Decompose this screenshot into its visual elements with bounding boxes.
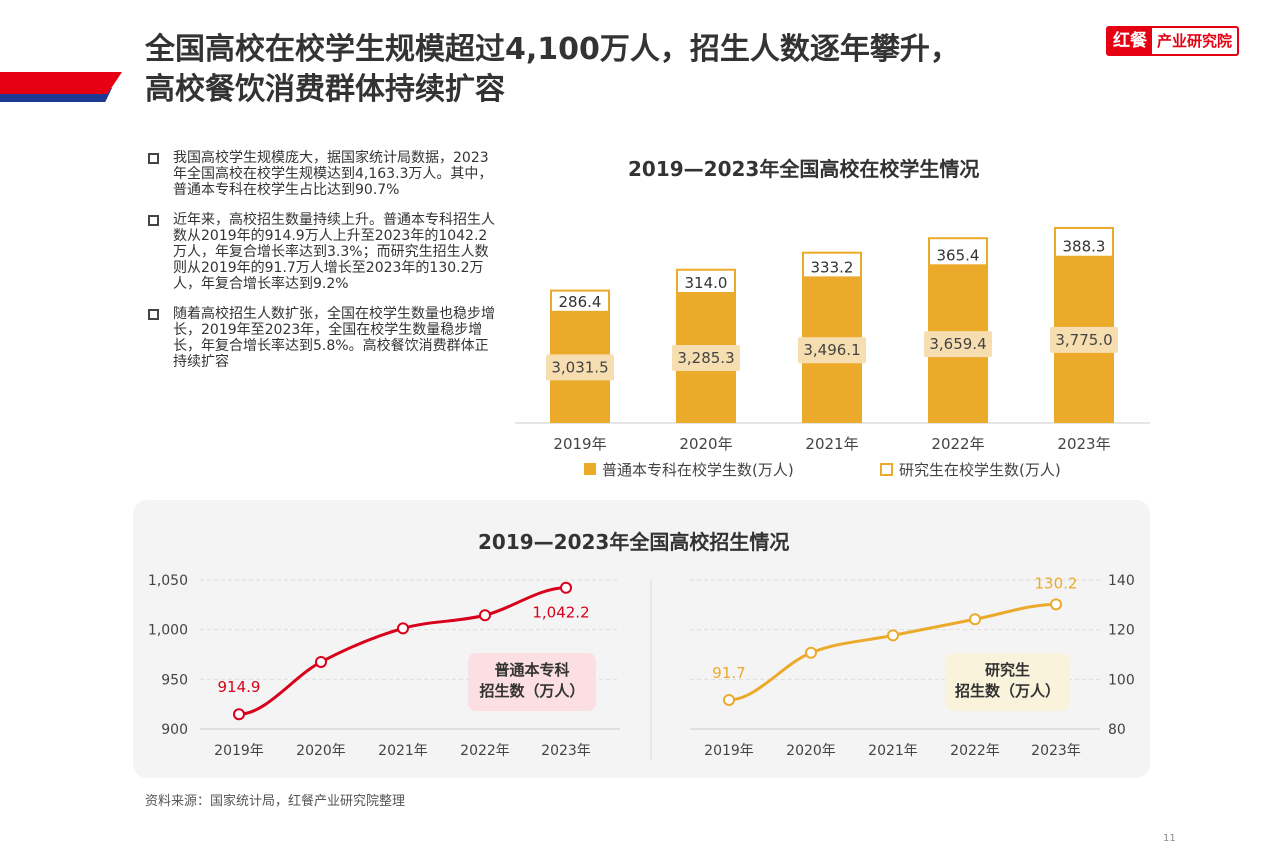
page-title: 全国高校在校学生规模超过4,100万人，招生人数逐年攀升， 高校餐饮消费群体持续扩… <box>145 30 960 110</box>
title-line-1: 全国高校在校学生规模超过4,100万人，招生人数逐年攀升， <box>145 32 960 67</box>
data-label-bg <box>672 345 740 372</box>
data-point <box>1050 598 1062 611</box>
series-badge-label: 招生数（万人） <box>955 682 1060 700</box>
x-tick-label: 2020年 <box>679 435 732 453</box>
data-label-undergrad: 3,285.3 <box>677 349 734 367</box>
data-label-undergrad: 3,775.0 <box>1055 331 1112 349</box>
series-badge-label: 研究生 <box>985 661 1030 679</box>
x-tick-label: 2021年 <box>868 743 918 759</box>
bullet-text: 随着高校招生人数扩张，全国在校学生数量也稳步增长，2019年至2023年，全国在… <box>173 306 495 370</box>
data-point <box>723 693 735 706</box>
data-point <box>233 708 245 721</box>
line-chart-panel <box>133 500 1150 778</box>
data-label-bg <box>1050 326 1118 353</box>
data-point <box>887 629 899 642</box>
x-tick-label: 2021年 <box>805 435 858 453</box>
x-tick-label: 2023年 <box>541 743 591 759</box>
y-tick-label: 140 <box>1108 573 1135 589</box>
legend-label-postgrad: 研究生在校学生数(万人) <box>899 461 1061 479</box>
data-label-last: 130.2 <box>1035 574 1078 592</box>
series-badge-label: 招生数（万人） <box>479 682 584 700</box>
bar-segment-postgrad <box>802 251 862 279</box>
y-tick-label: 120 <box>1108 623 1135 639</box>
bullet-item: 近年来，高校招生数量持续上升。普通本专科招生人数从2019年的914.9万人上升… <box>148 212 498 292</box>
data-label-undergrad: 3,031.5 <box>551 358 608 376</box>
bullet-text: 我国高校学生规模庞大，据国家统计局数据，2023年全国高校在校学生规模达到4,1… <box>173 150 493 198</box>
bar-segment-postgrad <box>1054 226 1114 258</box>
x-tick-label: 2022年 <box>950 743 1000 759</box>
data-label-first: 91.7 <box>712 664 745 682</box>
x-tick-label: 2020年 <box>786 743 836 759</box>
x-tick-label: 2021年 <box>378 743 428 759</box>
decor-stripe-red <box>0 72 122 94</box>
bar-segment-postgrad <box>676 268 736 295</box>
source-note: 资料来源：国家统计局，红餐产业研究院整理 <box>145 794 406 809</box>
bullet-item: 随着高校招生人数扩张，全国在校学生数量也稳步增长，2019年至2023年，全国在… <box>148 306 498 370</box>
data-point <box>397 622 409 635</box>
data-label-postgrad: 286.4 <box>559 293 602 311</box>
legend-label-undergrad: 普通本专科在校学生数(万人) <box>602 461 794 479</box>
data-label-postgrad: 314.0 <box>685 274 728 292</box>
x-tick-label: 2019年 <box>704 743 754 759</box>
data-point <box>560 581 572 594</box>
title-line-2: 高校餐饮消费群体持续扩容 <box>145 72 505 107</box>
page-number: 11 <box>1163 833 1176 844</box>
x-tick-label: 2022年 <box>931 435 984 453</box>
bar-segment-postgrad <box>550 289 610 313</box>
bullet-item: 我国高校学生规模庞大，据国家统计局数据，2023年全国高校在校学生规模达到4,1… <box>148 150 498 198</box>
data-label-postgrad: 388.3 <box>1063 238 1106 256</box>
square-bullet-icon <box>148 153 159 164</box>
data-label-bg <box>924 331 992 358</box>
legend-swatch-postgrad <box>880 463 893 476</box>
data-point <box>969 613 981 626</box>
series-badge-label: 普通本专科 <box>494 661 569 679</box>
data-point <box>315 655 327 668</box>
square-bullet-icon <box>148 215 159 226</box>
x-tick-label: 2023年 <box>1031 743 1081 759</box>
logo-left: 红餐 <box>1108 28 1152 54</box>
y-tick-label: 100 <box>1108 672 1135 688</box>
logo-right: 产业研究院 <box>1157 32 1233 50</box>
y-tick-label: 950 <box>161 672 188 688</box>
bullet-list: 我国高校学生规模庞大，据国家统计局数据，2023年全国高校在校学生规模达到4,1… <box>148 150 498 384</box>
data-label-first: 914.9 <box>218 678 261 696</box>
x-tick-label: 2019年 <box>553 435 606 453</box>
bar-chart: 286.4 3,031.5 2019年 314.0 3,285.3 2020年 333.2 3… <box>515 226 1150 479</box>
data-point <box>479 609 491 622</box>
legend-swatch-undergrad <box>584 463 596 475</box>
data-label-bg <box>546 354 614 381</box>
data-label-postgrad: 333.2 <box>811 258 854 276</box>
data-label-undergrad: 3,659.4 <box>929 335 986 353</box>
line-charts: 900 950 1,000 1,050 2019年 2020年 2021年 2022年 2023… <box>148 573 1135 760</box>
y-tick-label: 1,050 <box>148 573 188 589</box>
line-chart-title: 2019—2023年全国高校招生情况 <box>478 530 790 554</box>
x-tick-label: 2020年 <box>296 743 346 759</box>
data-label-postgrad: 365.4 <box>937 246 980 264</box>
series-badge <box>468 653 596 711</box>
bar-chart-title: 2019—2023年全国高校在校学生情况 <box>628 157 980 181</box>
y-tick-label: 80 <box>1108 722 1126 738</box>
data-label-bg <box>798 337 866 364</box>
bullet-text: 近年来，高校招生数量持续上升。普通本专科招生人数从2019年的914.9万人上升… <box>173 212 495 292</box>
data-label-last: 1,042.2 <box>532 604 589 622</box>
x-tick-label: 2023年 <box>1057 435 1110 453</box>
y-tick-label: 900 <box>161 722 188 738</box>
y-tick-label: 1,000 <box>148 623 188 639</box>
brand-logo: 红餐 产业研究院 <box>1106 26 1240 56</box>
data-label-undergrad: 3,496.1 <box>803 341 860 359</box>
square-bullet-icon <box>148 309 159 320</box>
bar-segment-postgrad <box>928 237 988 267</box>
series-badge <box>945 653 1070 711</box>
x-tick-label: 2022年 <box>460 743 510 759</box>
data-point <box>805 646 817 659</box>
x-tick-label: 2019年 <box>214 743 264 759</box>
